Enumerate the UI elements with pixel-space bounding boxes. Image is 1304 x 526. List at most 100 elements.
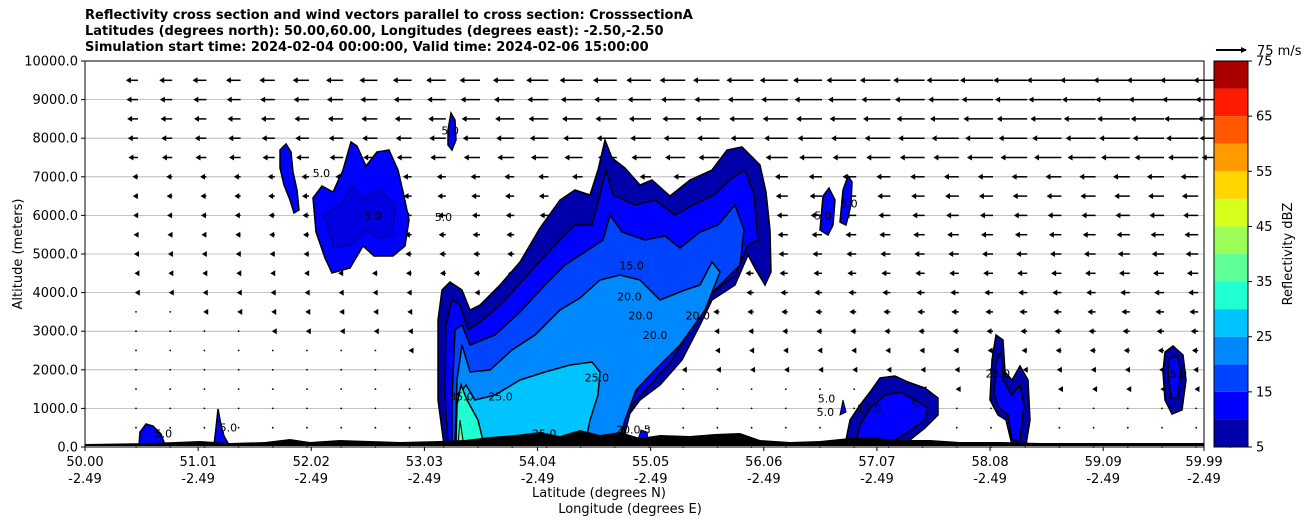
wind-vector bbox=[306, 369, 308, 371]
wind-vector bbox=[271, 290, 276, 296]
wind-vector bbox=[995, 97, 1027, 103]
wind-vector bbox=[945, 193, 959, 199]
wind-vector bbox=[296, 155, 309, 161]
wind-vector bbox=[917, 309, 924, 315]
wind-vector bbox=[202, 251, 207, 257]
colorbar: 515253545556575 bbox=[1214, 55, 1273, 456]
wind-vector bbox=[1166, 135, 1198, 141]
wind-vector bbox=[1181, 174, 1199, 180]
wind-vector bbox=[911, 193, 924, 199]
wind-vector bbox=[746, 270, 754, 276]
colorbar-segment-10 bbox=[1214, 144, 1248, 172]
wind-vector bbox=[1097, 116, 1130, 122]
wind-vector bbox=[717, 408, 719, 410]
wind-vector bbox=[853, 408, 855, 410]
colorbar-tick-label-3: 35 bbox=[1256, 275, 1273, 290]
wind-vector bbox=[826, 77, 856, 83]
wind-vector bbox=[126, 97, 138, 103]
wind-vector bbox=[1087, 309, 1095, 315]
wind-vector bbox=[168, 270, 173, 276]
wind-vector bbox=[1028, 97, 1061, 103]
wind-vector bbox=[234, 174, 241, 180]
wind-vector bbox=[530, 135, 549, 141]
wind-vector bbox=[747, 309, 753, 315]
wind-vector bbox=[785, 388, 787, 390]
wind-vector bbox=[951, 309, 958, 315]
wind-vector bbox=[764, 135, 788, 141]
x-tick-lon-label-2: -2.49 bbox=[294, 472, 328, 487]
wind-vector bbox=[405, 251, 411, 257]
wind-vector bbox=[713, 309, 719, 315]
contour-label-4: 5.0 bbox=[435, 211, 453, 224]
y-tick-label-7: 7000.0 bbox=[33, 170, 79, 185]
colorbar-tick-label-5: 55 bbox=[1256, 165, 1273, 180]
wind-vector bbox=[1060, 77, 1096, 83]
wind-vector bbox=[982, 251, 993, 257]
contour-label-17: 5.0 bbox=[814, 209, 832, 222]
wind-vector bbox=[1126, 386, 1131, 392]
wind-vector bbox=[260, 97, 275, 103]
wind-vector bbox=[326, 77, 343, 83]
wind-vector bbox=[1047, 193, 1062, 199]
wind-vector bbox=[1059, 408, 1061, 410]
wind-vector bbox=[169, 330, 171, 332]
wind-vector bbox=[699, 155, 720, 161]
contour-label-18: 5.0 bbox=[840, 198, 858, 211]
wind-vector bbox=[440, 270, 446, 276]
wind-vector bbox=[135, 330, 137, 332]
wind-vector bbox=[1050, 251, 1061, 257]
wind-vector bbox=[160, 97, 172, 103]
wind-vector bbox=[746, 290, 753, 296]
contour-label-12: 20.0 bbox=[628, 310, 653, 323]
wind-vector bbox=[268, 174, 275, 180]
wind-vector bbox=[409, 427, 411, 429]
y-tick-label-2: 2000.0 bbox=[33, 363, 79, 378]
wind-vector bbox=[1158, 348, 1164, 354]
contour-label-23: 25.0 bbox=[986, 368, 1011, 381]
wind-vector bbox=[238, 388, 240, 390]
wind-vector bbox=[963, 116, 993, 122]
y-tick-label-0: 0.0 bbox=[57, 441, 78, 456]
wind-vector bbox=[560, 77, 583, 83]
wind-vector bbox=[981, 232, 993, 238]
wind-vector bbox=[236, 270, 241, 276]
contour-label-8: 25.0 bbox=[532, 427, 557, 440]
reflectivity-contours bbox=[139, 113, 1186, 445]
wind-vector bbox=[833, 155, 856, 161]
wind-vector bbox=[561, 97, 583, 103]
wind-vector bbox=[135, 311, 137, 313]
wind-vector bbox=[1164, 116, 1198, 122]
wind-vector bbox=[1027, 77, 1062, 83]
wind-vector bbox=[988, 348, 993, 354]
contour-label-24: 5.0 bbox=[1169, 368, 1187, 381]
wind-vector bbox=[134, 270, 139, 276]
colorbar-segment-5 bbox=[1214, 282, 1248, 310]
wind-vector bbox=[272, 408, 274, 410]
wind-vector bbox=[750, 367, 755, 373]
wind-vector bbox=[1155, 309, 1164, 315]
wind-vector bbox=[693, 77, 719, 83]
wind-vector bbox=[828, 97, 856, 103]
wind-vector bbox=[474, 270, 480, 276]
wind-vector bbox=[728, 97, 754, 103]
wind-vector bbox=[373, 290, 378, 296]
wind-vector bbox=[731, 135, 754, 141]
wind-vector bbox=[983, 270, 993, 276]
wind-vector bbox=[1123, 328, 1130, 334]
wind-vector bbox=[304, 251, 309, 257]
wind-vector bbox=[330, 155, 344, 161]
wind-vector bbox=[372, 270, 377, 276]
wind-vector bbox=[234, 193, 240, 199]
wind-vector bbox=[270, 251, 275, 257]
wind-vector bbox=[562, 116, 583, 122]
colorbar-segment-13 bbox=[1214, 61, 1248, 89]
wind-vector bbox=[751, 408, 753, 410]
x-tick-lon-label-10: -2.49 bbox=[1187, 472, 1221, 487]
wind-vector bbox=[437, 174, 446, 180]
wind-vector bbox=[933, 155, 958, 161]
wind-vector bbox=[880, 251, 890, 257]
colorbar-segment-1 bbox=[1214, 392, 1248, 420]
wind-vector bbox=[397, 155, 412, 161]
wind-vector bbox=[912, 212, 924, 218]
wind-vector bbox=[1053, 309, 1061, 315]
